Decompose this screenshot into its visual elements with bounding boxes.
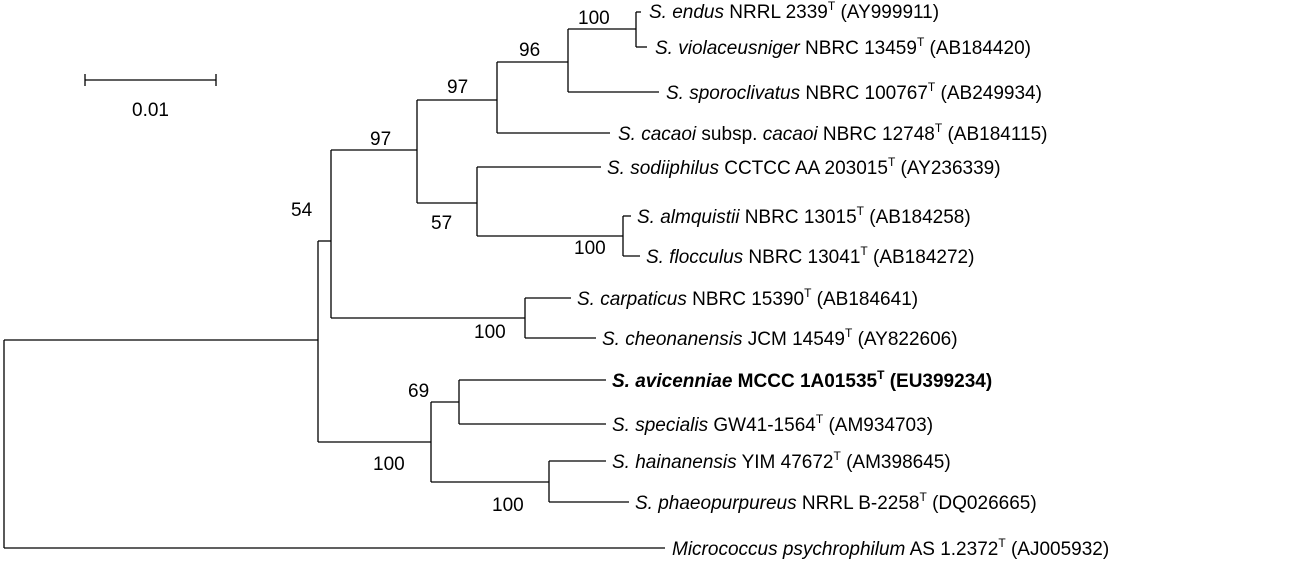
taxon-label-almquistii: S. almquistii NBRC 13015T (AB184258) (637, 204, 971, 228)
scale-bar-label: 0.01 (132, 100, 169, 121)
taxon-label-sporoclivatus: S. sporoclivatus NBRC 100767T (AB249934) (666, 80, 1042, 104)
taxon-label-avicenniae: S. avicenniae MCCC 1A01535T (EU399234) (612, 368, 992, 392)
bootstrap-label: 96 (519, 40, 540, 61)
bootstrap-label: 100 (492, 495, 524, 516)
taxon-label-cacaoi: S. cacaoi subsp. cacaoi NBRC 12748T (AB1… (618, 121, 1047, 145)
taxon-label-hainanensis: S. hainanensis YIM 47672T (AM398645) (612, 449, 951, 473)
taxon-label-endus: S. endus NRRL 2339T (AY999911) (649, 0, 939, 23)
taxon-label-violaceusniger: S. violaceusniger NBRC 13459T (AB184420) (655, 35, 1031, 59)
bootstrap-label: 100 (578, 8, 610, 29)
taxon-label-carpaticus: S. carpaticus NBRC 15390T (AB184641) (577, 286, 918, 310)
taxon-label-specialis: S. specialis GW41-1564T (AM934703) (612, 412, 933, 436)
bootstrap-label: 97 (447, 77, 468, 98)
bootstrap-label: 57 (431, 213, 452, 234)
bootstrap-values: 100 96 97 97 54 57 100 100 69 100 100 (291, 8, 610, 516)
bootstrap-label: 100 (574, 238, 606, 259)
scale-bar: 0.01 (84, 74, 217, 121)
bootstrap-label: 54 (291, 200, 313, 221)
taxon-label-micrococcus: Micrococcus psychrophilum AS 1.2372T (AJ… (672, 536, 1109, 560)
taxon-labels: S. endus NRRL 2339T (AY999911) S. violac… (577, 0, 1109, 560)
bootstrap-label: 100 (474, 322, 506, 343)
bootstrap-label: 69 (408, 381, 429, 402)
bootstrap-label: 100 (373, 454, 405, 475)
taxon-label-flocculus: S. flocculus NBRC 13041T (AB184272) (646, 244, 974, 268)
taxon-label-cheonanensis: S. cheonanensis JCM 14549T (AY822606) (602, 326, 958, 350)
bootstrap-label: 97 (370, 129, 391, 150)
tree-branches (3, 11, 665, 549)
taxon-label-phaeopurpureus: S. phaeopurpureus NRRL B-2258T (DQ026665… (635, 490, 1037, 514)
taxon-label-sodiiphilus: S. sodiiphilus CCTCC AA 203015T (AY23633… (607, 155, 1001, 179)
